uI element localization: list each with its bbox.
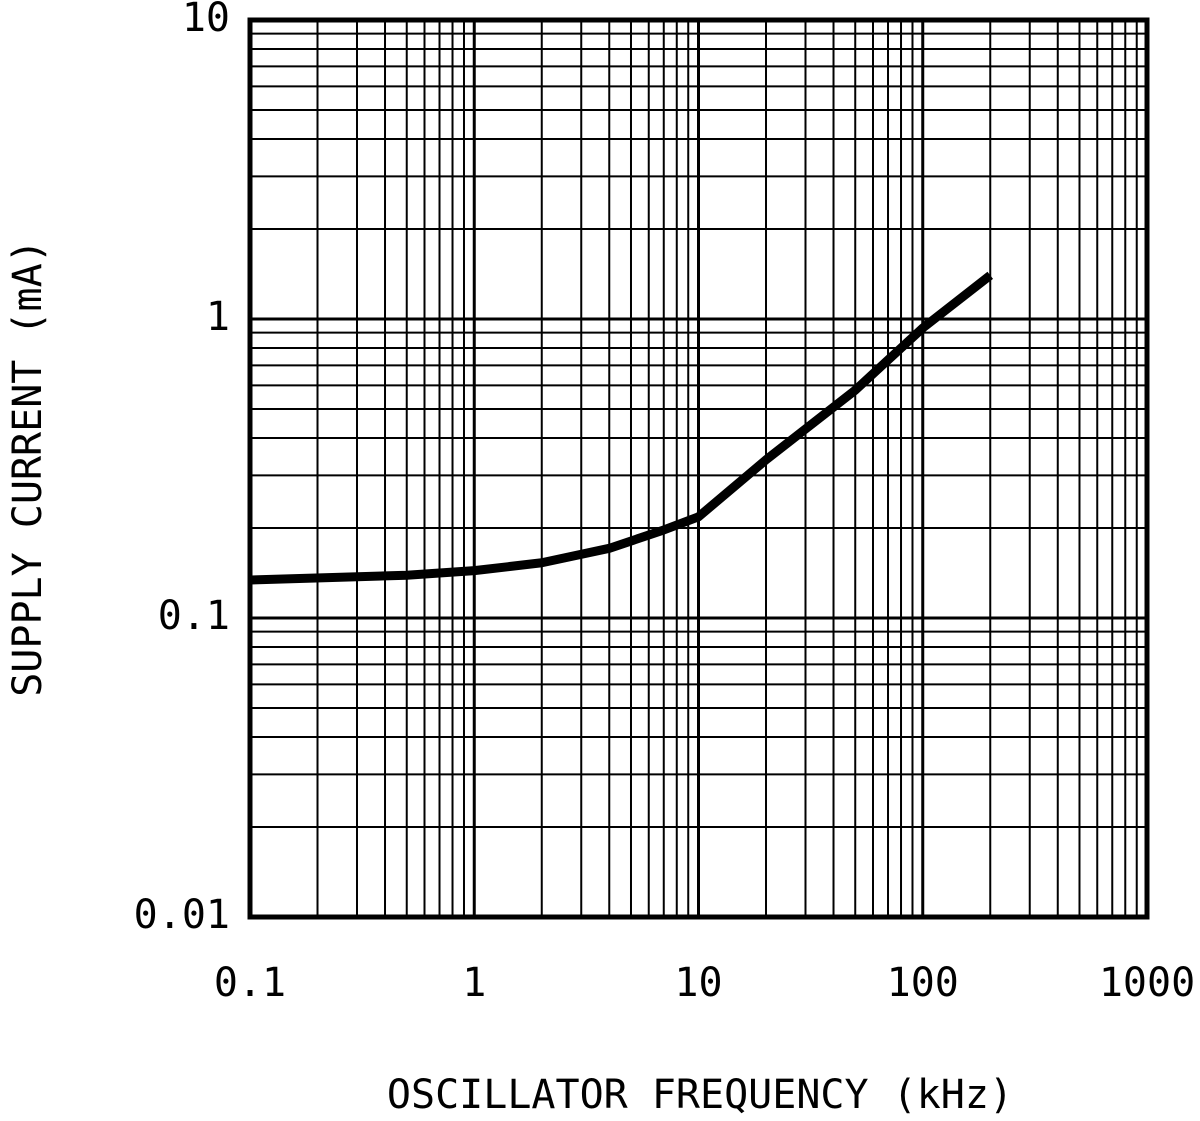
x-tick-label: 0.1	[214, 960, 286, 1006]
y-tick-label: 1	[206, 294, 230, 340]
data-line	[249, 271, 994, 585]
x-tick-label: 100	[887, 960, 959, 1006]
x-tick-label: 10	[674, 960, 722, 1006]
y-tick-label: 0.1	[158, 593, 230, 639]
y-tick-label: 10	[182, 0, 230, 41]
x-axis-label: OSCILLATOR FREQUENCY (kHz)	[387, 1072, 1013, 1118]
y-tick-label: 0.01	[134, 892, 230, 938]
x-tick-label: 1	[462, 960, 486, 1006]
x-tick-label: 1000	[1099, 960, 1195, 1006]
y-axis-label: SUPPLY CURRENT (mA)	[5, 239, 51, 697]
plot-frame	[247, 17, 1150, 920]
